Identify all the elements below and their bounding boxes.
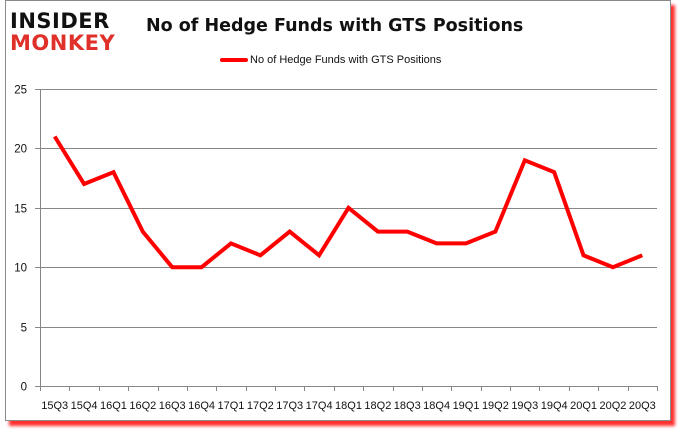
x-tick-label: 19Q2 bbox=[482, 400, 509, 412]
x-tick-label: 18Q2 bbox=[364, 400, 391, 412]
x-tick-label: 17Q3 bbox=[276, 400, 303, 412]
x-tick-label: 20Q2 bbox=[599, 400, 626, 412]
chart-title: No of Hedge Funds with GTS Positions bbox=[146, 16, 524, 36]
x-tick-label: 18Q3 bbox=[394, 400, 421, 412]
y-tick-label: 0 bbox=[21, 382, 27, 394]
logo-line-2: MONKEY bbox=[10, 31, 116, 55]
x-tick-label: 16Q2 bbox=[129, 400, 156, 412]
x-tick-label: 18Q4 bbox=[423, 400, 450, 412]
x-tick-label: 16Q1 bbox=[100, 400, 127, 412]
legend-label: No of Hedge Funds with GTS Positions bbox=[250, 54, 442, 66]
y-tick-label: 15 bbox=[14, 204, 27, 216]
x-tick-label: 19Q4 bbox=[541, 400, 568, 412]
y-tick-label: 25 bbox=[14, 85, 27, 97]
x-tick-label: 15Q4 bbox=[71, 400, 98, 412]
x-tick-label: 17Q4 bbox=[306, 400, 333, 412]
x-tick-label: 19Q1 bbox=[453, 400, 480, 412]
y-axis-ticks: 0 5 10 15 20 25 bbox=[14, 85, 40, 394]
y-tick-label: 10 bbox=[14, 263, 27, 275]
x-tick-label: 20Q1 bbox=[570, 400, 597, 412]
chart-frame bbox=[5, 0, 671, 421]
legend-line-swatch-icon bbox=[220, 58, 248, 62]
x-tick-label: 17Q1 bbox=[218, 400, 245, 412]
x-tick-label: 20Q3 bbox=[629, 400, 656, 412]
y-tick-label: 20 bbox=[14, 144, 27, 156]
x-tick-label: 19Q3 bbox=[511, 400, 538, 412]
logo-line-1: INSIDER bbox=[10, 9, 110, 33]
x-tick-label: 15Q3 bbox=[41, 400, 68, 412]
x-tick-label: 18Q1 bbox=[335, 400, 362, 412]
chart-legend: No of Hedge Funds with GTS Positions bbox=[220, 53, 441, 67]
x-tick-label: 16Q3 bbox=[159, 400, 186, 412]
axes bbox=[40, 89, 657, 387]
x-tick-label: 16Q4 bbox=[188, 400, 215, 412]
insider-monkey-logo: INSIDER MONKEY bbox=[10, 10, 130, 58]
y-tick-label: 5 bbox=[21, 323, 27, 335]
series-line bbox=[52, 135, 644, 270]
x-tick-label: 17Q2 bbox=[247, 400, 274, 412]
x-axis-ticks: 15Q3 15Q4 16Q1 16Q2 16Q3 16Q4 17Q1 17Q2 17Q3 17Q4… bbox=[40, 386, 658, 412]
